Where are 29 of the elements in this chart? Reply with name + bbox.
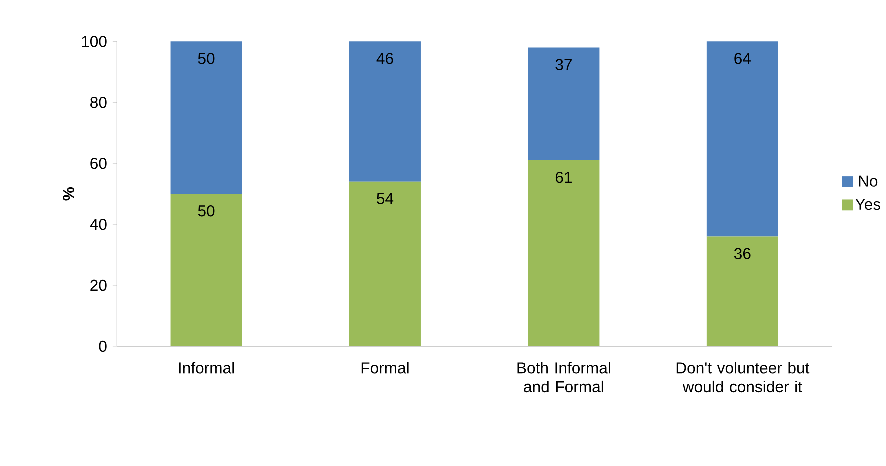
y-tick-label: 100 (82, 36, 107, 48)
y-tick-label: 0 (99, 341, 107, 352)
x-tick-label: Formal (362, 362, 409, 374)
x-tick-label: Informal (179, 362, 234, 374)
data-label: 64 (734, 53, 751, 64)
legend-label: No (859, 176, 878, 188)
y-axis-title: % (63, 188, 74, 201)
data-label: 50 (198, 53, 215, 64)
data-label: 61 (556, 172, 572, 184)
data-label: 46 (376, 53, 394, 64)
y-tick-label: 40 (90, 219, 107, 230)
bar (170, 194, 242, 347)
x-tick-label: Both Informal and Formal (518, 362, 610, 393)
data-label: 36 (734, 248, 751, 260)
y-tick-label: 20 (90, 280, 107, 292)
y-tick-label: 60 (90, 158, 107, 170)
y-tick-label: 80 (90, 97, 107, 108)
legend-label: Yes (856, 199, 880, 210)
bar (706, 42, 778, 237)
bar (349, 182, 421, 347)
bar (528, 48, 600, 161)
bar (170, 42, 242, 194)
data-label: 54 (377, 194, 394, 205)
data-label: 50 (198, 206, 215, 217)
data-label: 37 (556, 59, 572, 71)
bar (528, 160, 600, 347)
x-tick-label: Don't volunteer but would consider it (676, 362, 810, 393)
bar (706, 236, 778, 347)
bar (349, 42, 421, 182)
